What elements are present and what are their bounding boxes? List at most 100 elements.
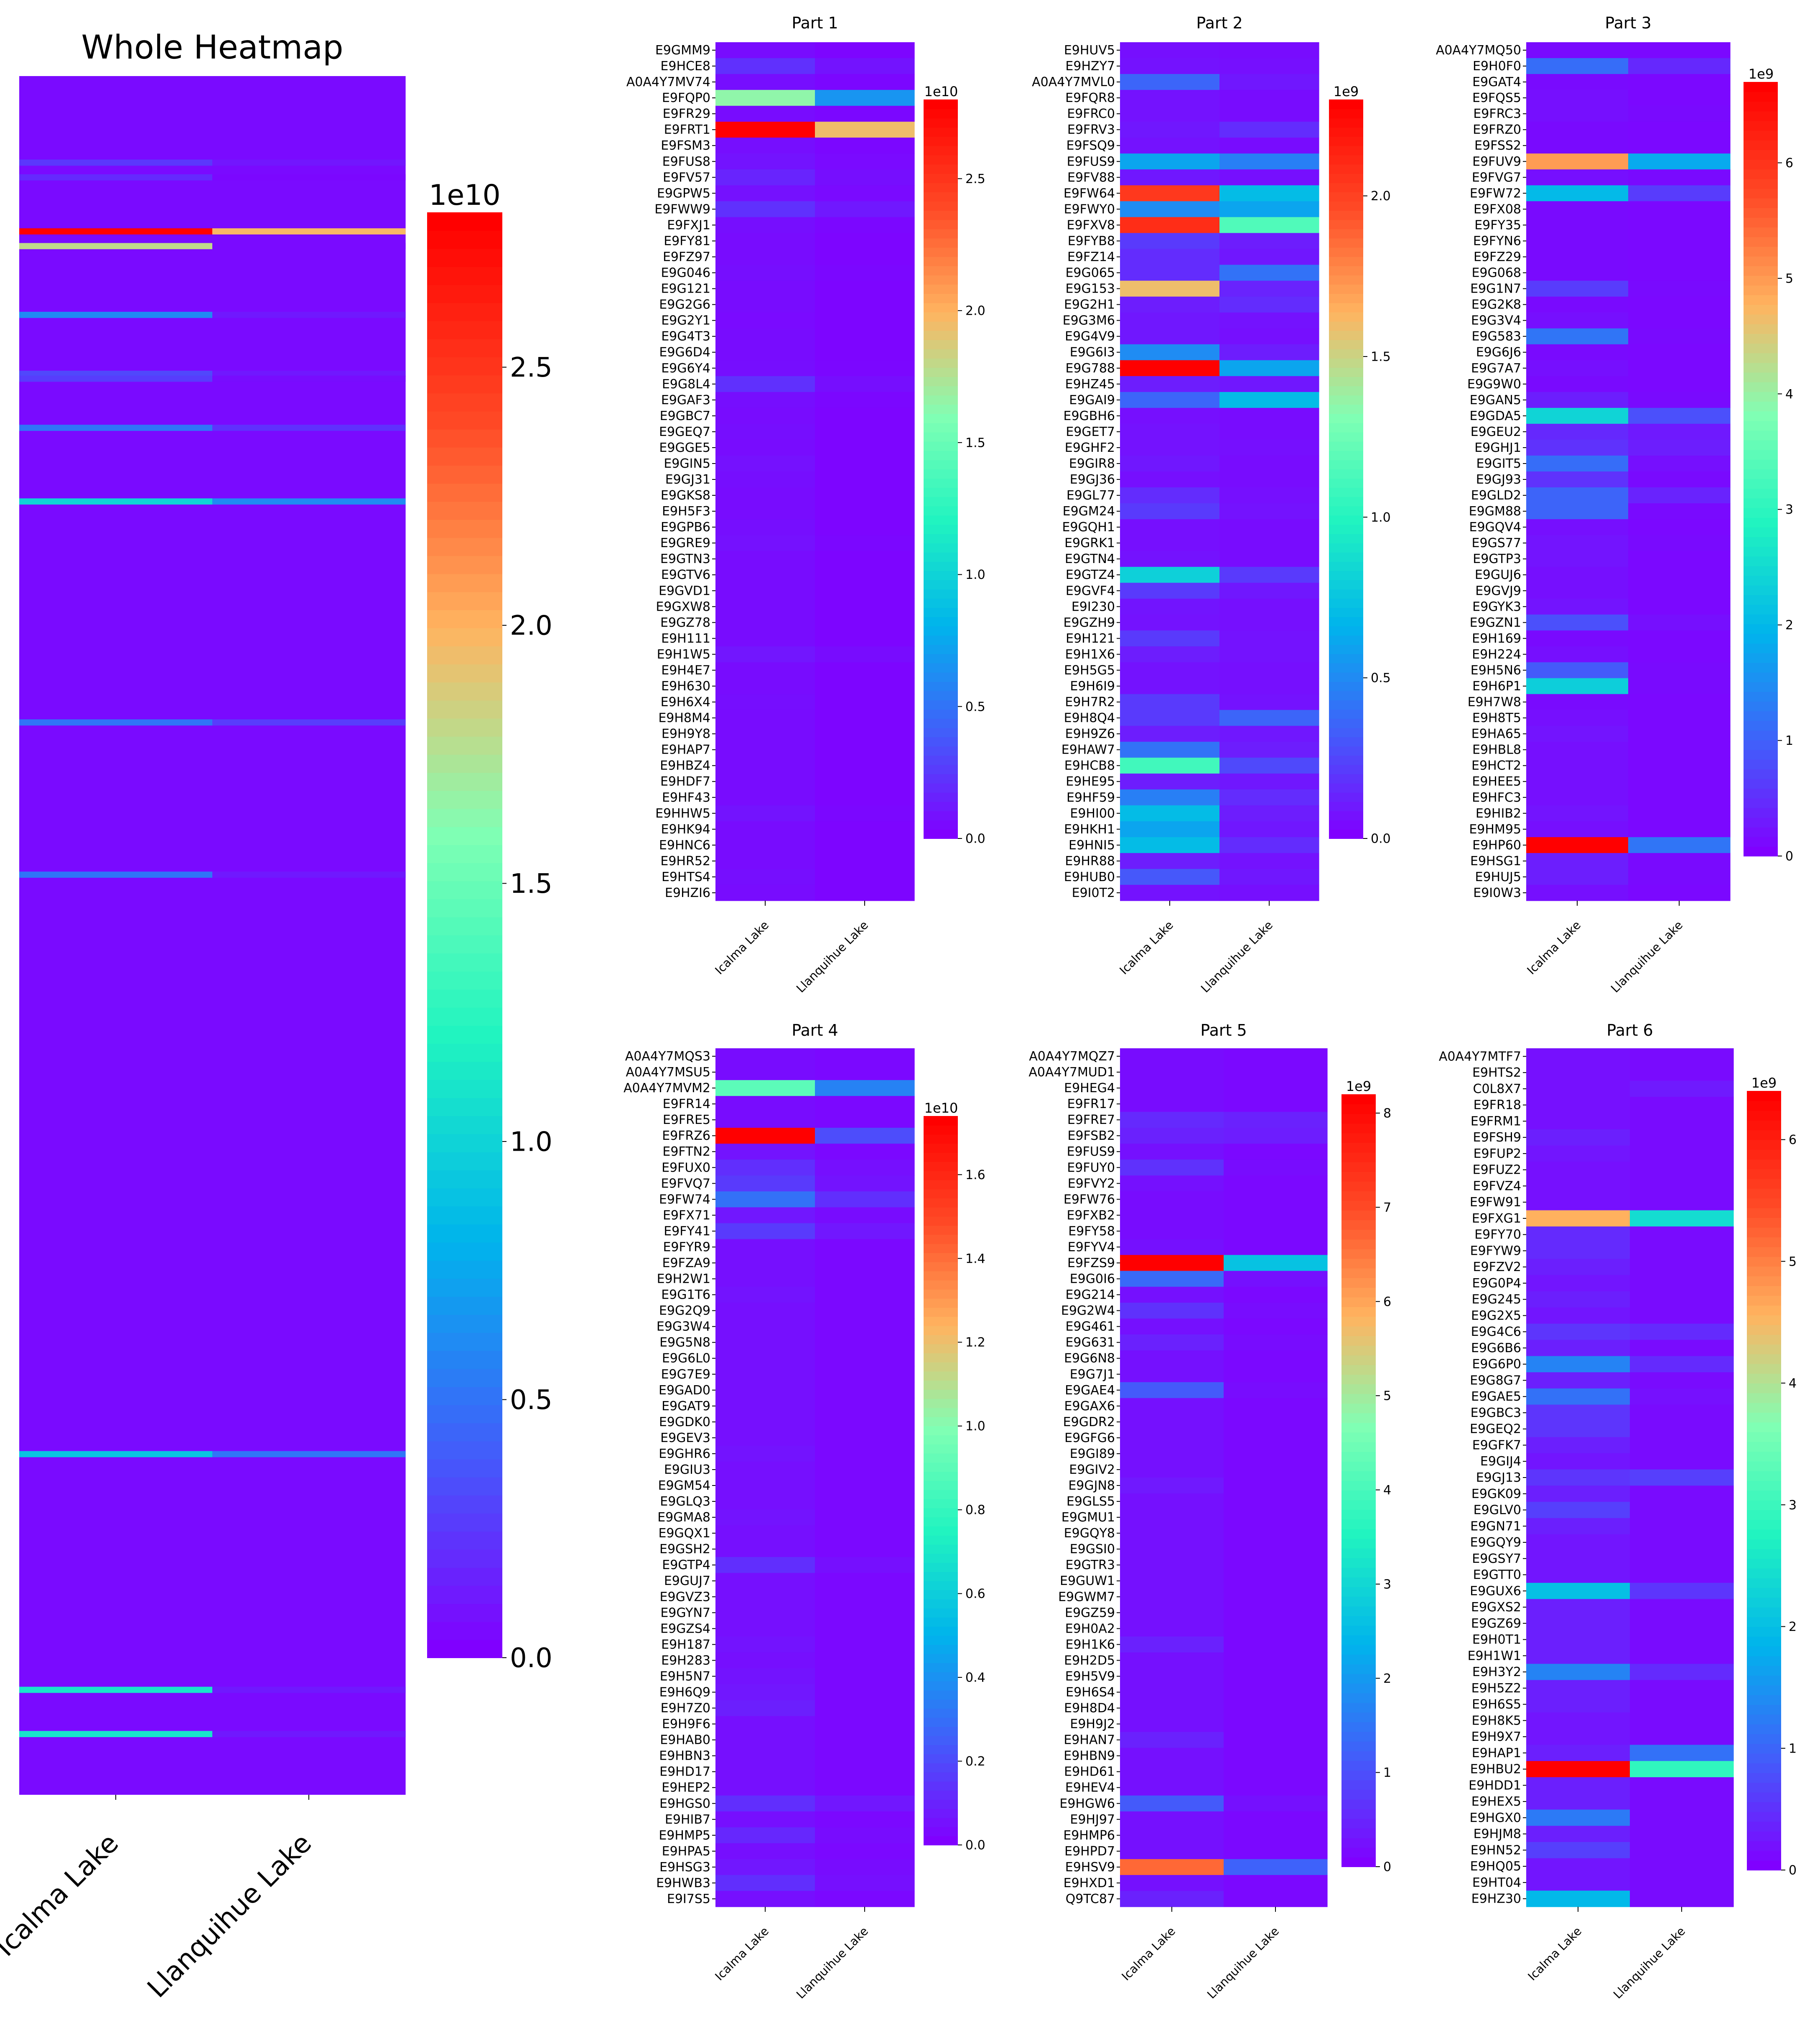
colorbar-step	[924, 413, 958, 423]
heatmap-cell	[1526, 1323, 1630, 1340]
colorbar-step	[924, 1790, 958, 1800]
colorbar-tick-label: 6	[1383, 1294, 1391, 1309]
heatmap-cell	[1224, 1382, 1328, 1399]
colorbar-step	[1744, 401, 1778, 412]
row-label: E9GVJ9	[1475, 583, 1521, 598]
heatmap-cell	[1526, 1162, 1630, 1178]
colorbar-step	[1744, 537, 1778, 547]
colorbar-step	[1329, 441, 1363, 451]
heatmap-cell	[1224, 1445, 1328, 1462]
row-label: E9FRZ6	[662, 1129, 710, 1143]
colorbar-step	[924, 432, 958, 442]
colorbar-step	[1744, 246, 1778, 257]
heatmap-cell	[212, 425, 406, 431]
row-label: E9H7R2	[1065, 695, 1115, 710]
row-label: E9GZS4	[660, 1621, 710, 1636]
heatmap-cell	[715, 249, 815, 265]
row-label: E9HCB8	[1064, 759, 1115, 773]
colorbar-step	[427, 393, 502, 412]
colorbar-step	[924, 321, 958, 331]
colorbar-step	[924, 709, 958, 719]
heatmap-cell	[815, 1382, 915, 1399]
colorbar-step	[924, 459, 958, 469]
heatmap-cell	[815, 1461, 915, 1478]
colorbar-step	[1329, 515, 1363, 525]
colorbar-step	[924, 1717, 958, 1727]
heatmap-cell	[715, 201, 815, 218]
x-category-label: Llanquihue Lake	[142, 1828, 318, 2004]
colorbar-step	[1341, 1384, 1376, 1394]
colorbar-step	[427, 1404, 502, 1424]
row-label: E9H169	[1472, 631, 1521, 646]
heatmap-cell	[1224, 1525, 1328, 1541]
heatmap-cell	[19, 871, 213, 878]
colorbar-step	[1329, 571, 1363, 581]
row-label: E9GJ31	[665, 472, 710, 487]
colorbar-step	[1341, 1432, 1376, 1442]
row-label: E9HBL8	[1472, 743, 1521, 757]
heatmap-cell	[1120, 169, 1220, 186]
heatmap-cell	[1120, 1302, 1224, 1319]
heatmap-cell	[715, 1700, 815, 1717]
heatmap-cell	[815, 1525, 915, 1541]
heatmap-cell	[1526, 710, 1629, 726]
colorbar-step	[427, 573, 502, 592]
row-label: E9G2G6	[659, 298, 710, 312]
heatmap-cell	[1628, 169, 1731, 186]
heatmap-cell	[715, 1414, 815, 1430]
colorbar-step	[1329, 99, 1363, 110]
colorbar-step	[1341, 1837, 1376, 1848]
heatmap-cell	[1526, 1582, 1630, 1600]
colorbar-step	[924, 210, 958, 220]
row-label: E9G583	[1471, 329, 1521, 344]
heatmap-cell	[1120, 1334, 1224, 1351]
colorbar-step	[1744, 566, 1778, 576]
heatmap-panel-4: Part 4A0A4Y7MQS3A0A4Y7MSU5A0A4Y7MVM2E9FR…	[624, 1021, 985, 2001]
row-label: E9GEU2	[1471, 425, 1521, 439]
row-label: E9HQ05	[1470, 1859, 1521, 1874]
heatmap-cell	[815, 678, 915, 695]
colorbar-step	[427, 303, 502, 321]
heatmap-cell	[715, 821, 815, 838]
colorbar-step	[924, 1489, 958, 1499]
row-label: E9GBH6	[1063, 409, 1115, 423]
heatmap-cell	[1630, 1178, 1734, 1195]
colorbar-step	[924, 571, 958, 581]
row-label: E9G2X5	[1471, 1308, 1521, 1323]
colorbar-step	[924, 1280, 958, 1290]
x-category-label: Icalma Lake	[1117, 918, 1176, 978]
colorbar-step	[1341, 1596, 1376, 1607]
colorbar-step	[1329, 164, 1363, 174]
heatmap-cell	[815, 328, 915, 345]
heatmap-cell	[715, 1064, 815, 1080]
colorbar-step	[1747, 1422, 1781, 1432]
colorbar-step	[1744, 624, 1778, 634]
row-label: E9GTN3	[660, 552, 710, 566]
heatmap-cell	[1628, 233, 1731, 250]
colorbar-step	[924, 1316, 958, 1326]
colorbar-step	[1329, 293, 1363, 303]
heatmap-cell	[815, 42, 915, 59]
colorbar-step	[1341, 1287, 1376, 1298]
heatmap-cell	[815, 1652, 915, 1669]
row-label: E9H4E7	[661, 663, 710, 678]
colorbar-step	[924, 164, 958, 174]
panel-title: Part 6	[1606, 1021, 1653, 1040]
heatmap-cell	[1526, 1064, 1630, 1081]
row-label: A0A4Y7MVL0	[1032, 75, 1115, 89]
heatmap-cell	[715, 1334, 815, 1351]
heatmap-cell	[1630, 1874, 1734, 1891]
colorbar-step	[427, 1531, 502, 1550]
heatmap-cell	[715, 837, 815, 854]
heatmap-cell	[1630, 1162, 1734, 1178]
colorbar-step	[924, 1407, 958, 1417]
colorbar-step	[1747, 1227, 1781, 1238]
colorbar-step	[924, 506, 958, 516]
row-label: E9FW91	[1470, 1195, 1521, 1210]
colorbar-step	[924, 1189, 958, 1199]
colorbar-step	[1747, 1441, 1781, 1452]
heatmap-cell	[1526, 122, 1629, 138]
row-label: E9FSS2	[1474, 138, 1521, 153]
colorbar-exponent: 1e10	[429, 179, 501, 212]
row-label: E9HM95	[1469, 822, 1521, 837]
